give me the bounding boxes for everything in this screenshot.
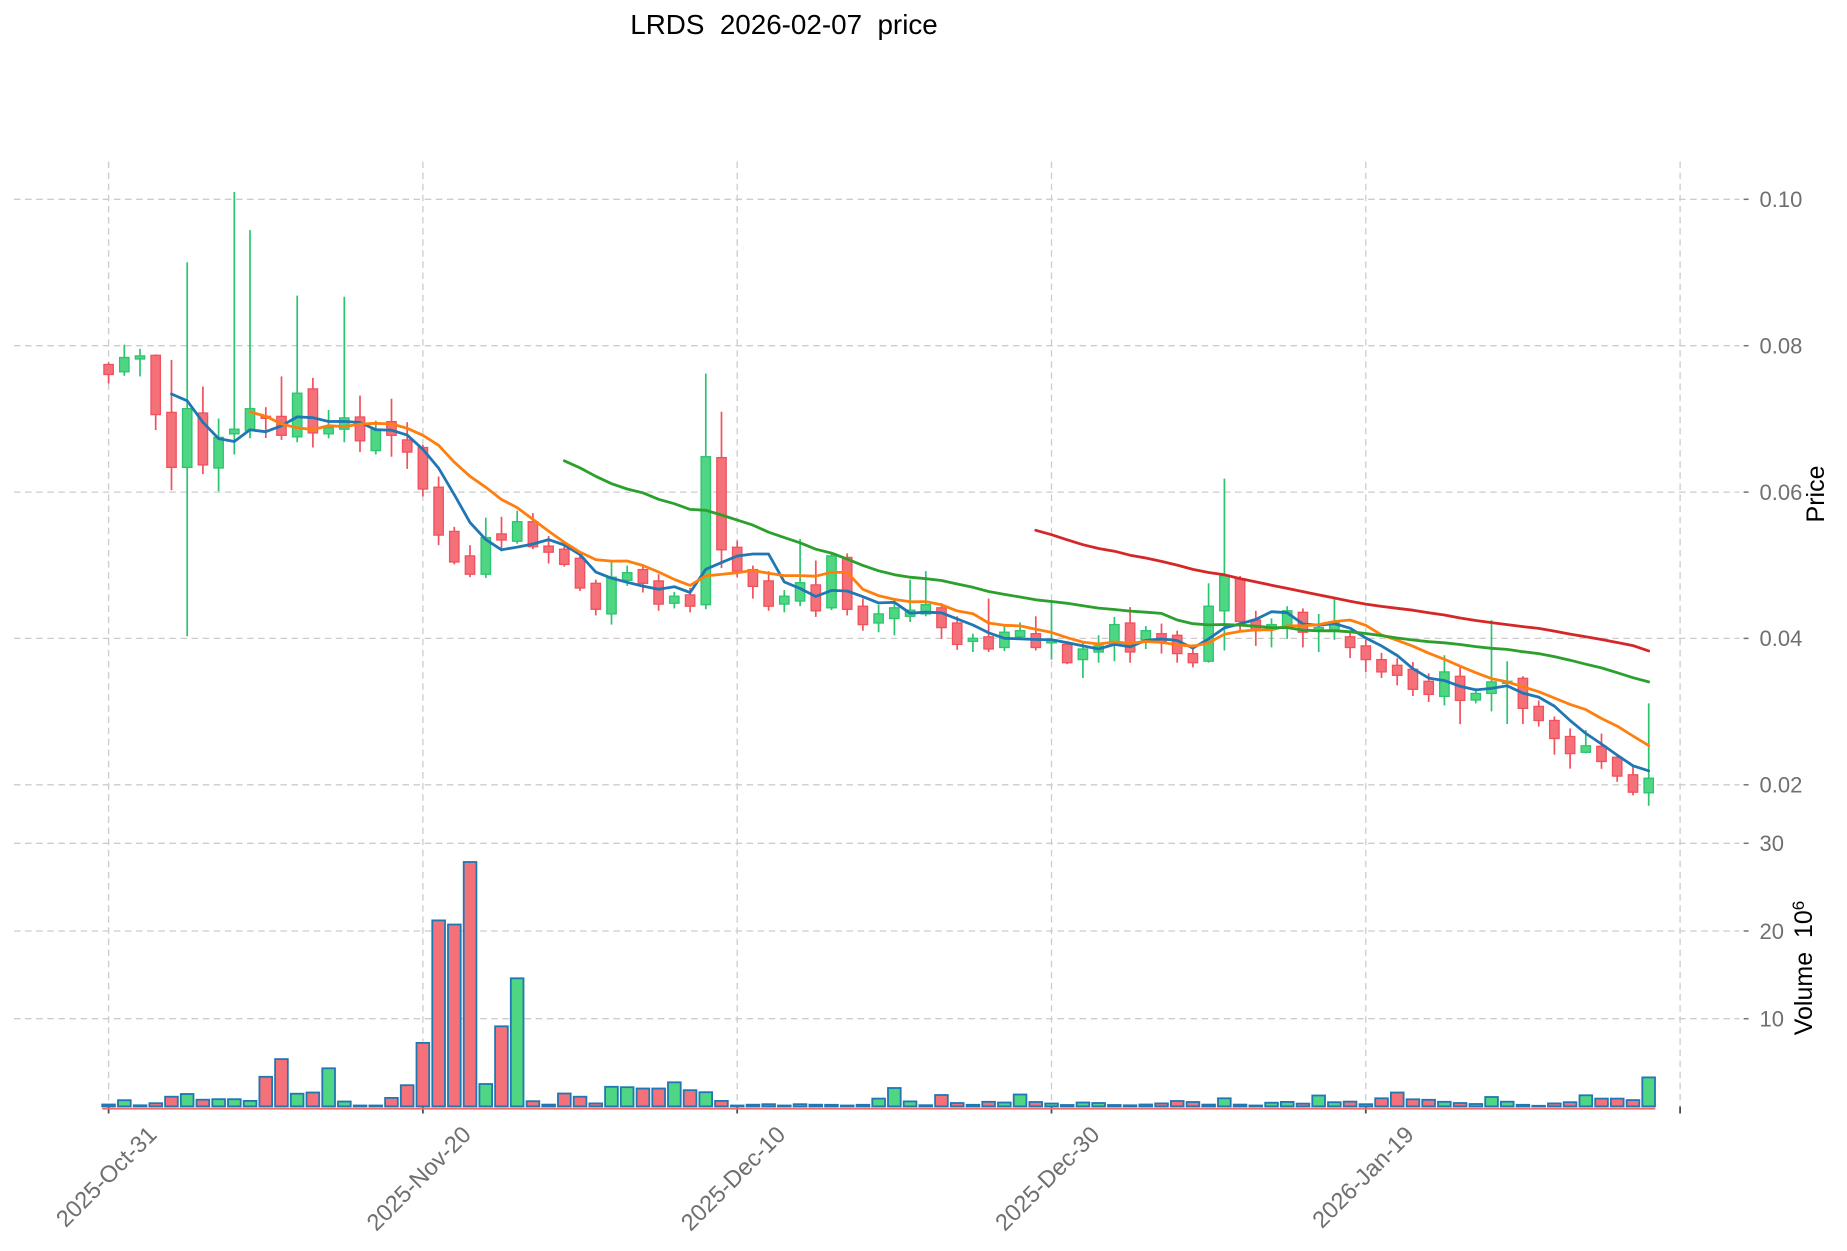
svg-text:10: 10 — [1760, 1007, 1784, 1032]
svg-text:20: 20 — [1760, 919, 1784, 944]
svg-text:0.10: 0.10 — [1760, 187, 1803, 212]
svg-text:LRDS 2026-02-07 price: LRDS 2026-02-07 price — [630, 9, 937, 40]
svg-text:30: 30 — [1760, 831, 1784, 856]
svg-text:0.02: 0.02 — [1760, 773, 1803, 798]
svg-text:Volume 106: Volume 106 — [1789, 901, 1818, 1036]
svg-text:0.08: 0.08 — [1760, 334, 1803, 359]
svg-text:0.04: 0.04 — [1760, 626, 1803, 651]
svg-text:0.06: 0.06 — [1760, 480, 1803, 505]
svg-text:Price: Price — [1802, 466, 1830, 523]
